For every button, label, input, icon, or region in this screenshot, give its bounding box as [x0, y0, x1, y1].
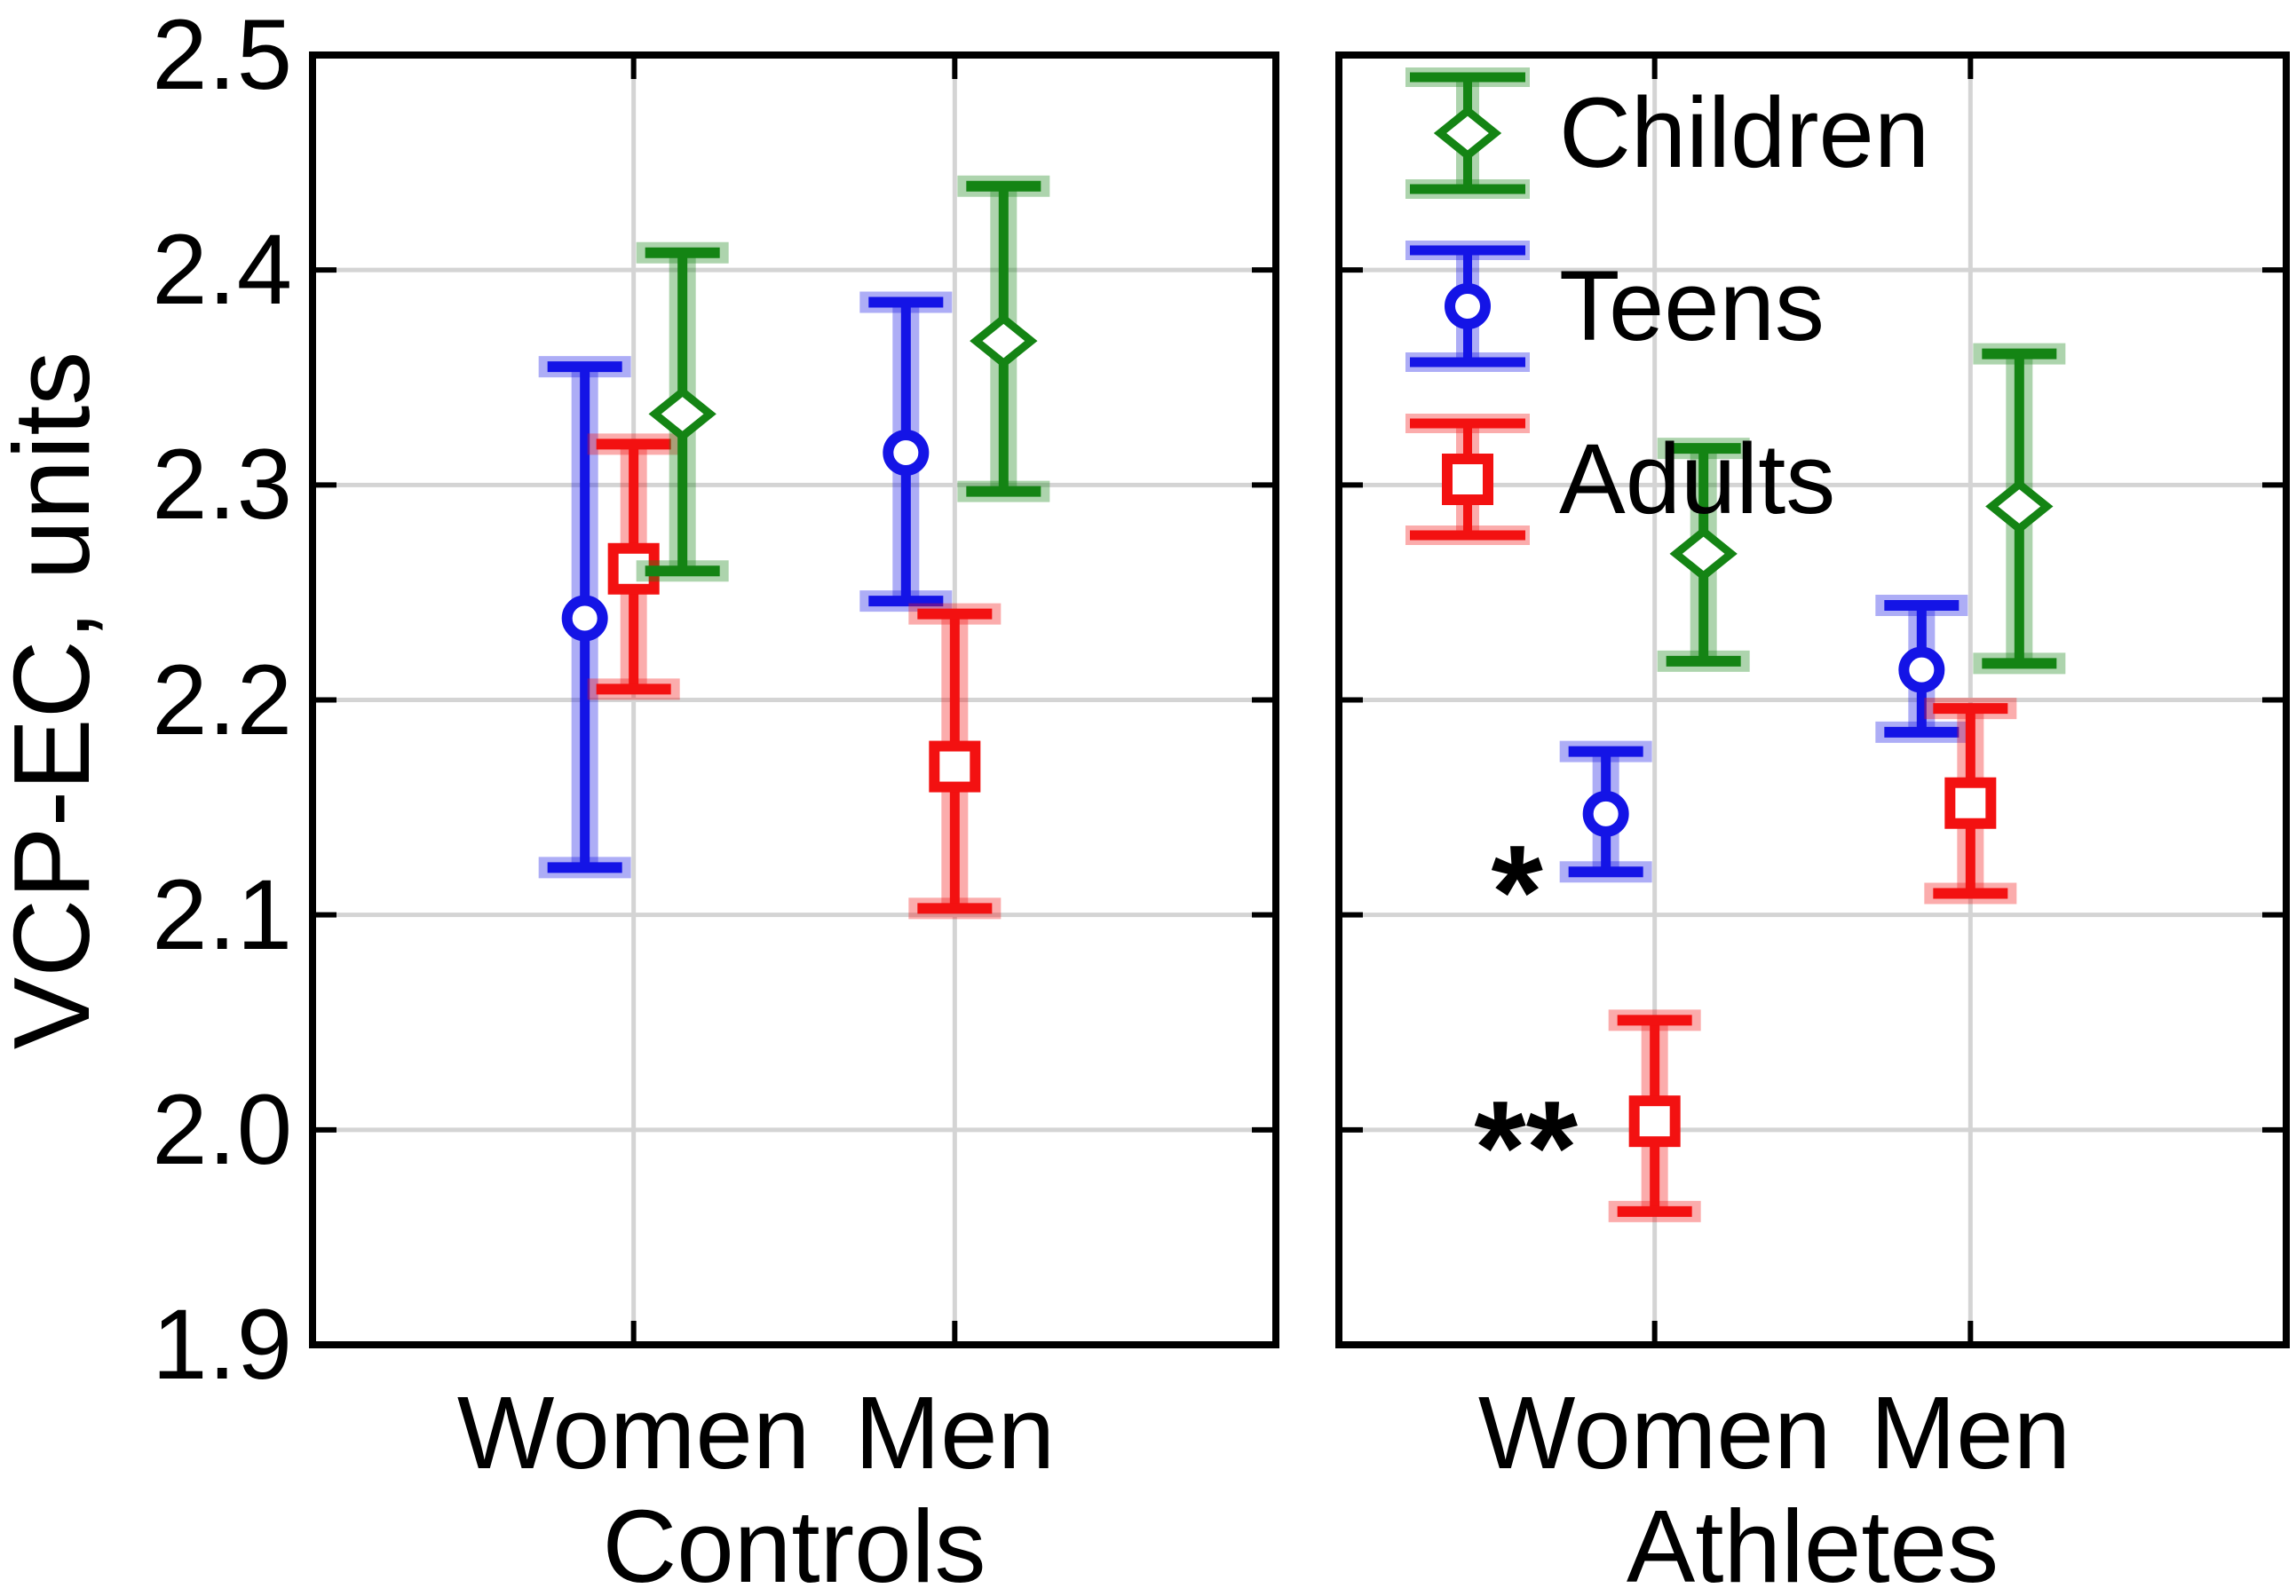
legend-label-adults: Adults [1559, 423, 1836, 534]
y-tick-label: 2.4 [152, 214, 293, 326]
y-axis-title: VCP-EC, units [0, 351, 112, 1049]
legend-label-children: Children [1559, 77, 1930, 188]
y-tick-label: 2.3 [152, 429, 293, 541]
errorbar-controls-men-children [957, 175, 1050, 502]
teens-circle-errorbar-icon [1401, 240, 1534, 373]
errorbar-athletes-men-teens [1875, 594, 1968, 743]
legend-label-teens: Teens [1559, 250, 1825, 361]
y-tick-label: 2.0 [152, 1073, 293, 1185]
errorbar-athletes-men-adults [1924, 698, 2017, 905]
errorbar-controls-men-adults [908, 603, 1002, 920]
errorbar-controls-men-teens [859, 291, 953, 612]
legend-item-teens: Teens [1401, 240, 1825, 373]
errorbar-athletes-women-children [1657, 438, 1750, 672]
significance-marker-single-asterisk: * [1491, 817, 1543, 967]
children-diamond-errorbar-icon [1401, 67, 1534, 200]
panel-title-controls: Controls [602, 1489, 986, 1596]
x-category-label-controls-women: Women [456, 1375, 811, 1490]
errorbar-controls-women-teens [538, 356, 631, 879]
panel-athletes [1335, 51, 2290, 1348]
errorbar-controls-women-children [636, 241, 729, 582]
legend-item-children: Children [1401, 67, 1929, 200]
legend-item-adults: Adults [1401, 413, 1835, 546]
y-tick-label: 2.1 [152, 858, 293, 970]
x-category-label-athletes-men: Men [1870, 1375, 2071, 1490]
x-category-label-controls-men: Men [854, 1375, 1056, 1490]
errorbar-athletes-women-adults [1608, 1009, 1701, 1222]
significance-marker-double-asterisk: ** [1474, 1072, 1579, 1222]
panel-title-athletes: Athletes [1626, 1489, 1999, 1596]
errorbar-athletes-women-teens [1559, 740, 1652, 883]
y-tick-label: 1.9 [152, 1289, 293, 1400]
y-tick-label: 2.2 [152, 644, 293, 755]
panel-controls [309, 51, 1279, 1348]
x-category-label-athletes-women: Women [1477, 1375, 1832, 1490]
y-tick-label: 2.5 [152, 0, 293, 110]
adults-square-errorbar-icon [1401, 413, 1534, 546]
errorbar-athletes-men-children [1973, 343, 2066, 675]
